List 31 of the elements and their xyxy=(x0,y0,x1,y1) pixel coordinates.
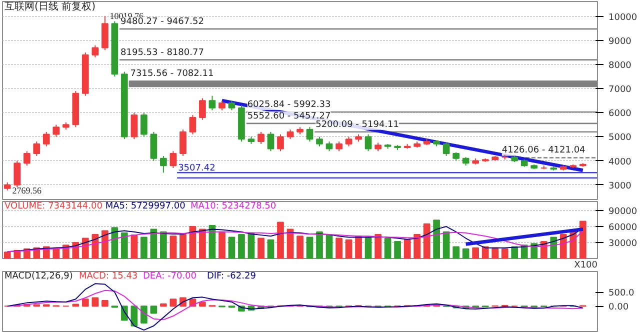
y-tick-label: 60000 xyxy=(608,223,638,234)
series-label: MACD: 15.43 xyxy=(79,272,138,282)
ref-line-label: 5200.09 - 5194.11 xyxy=(316,120,400,130)
y-tick-label: 5000 xyxy=(608,133,632,144)
y-tick-label: 3000 xyxy=(608,181,632,192)
ref-line-label: 3507.42 xyxy=(178,164,216,174)
chart-title: MACD(12,26,9) xyxy=(4,272,73,282)
text: VOLUME: 7343144.00 xyxy=(4,202,103,212)
annotation: 2769.56 xyxy=(12,185,42,196)
chart-title: 互联网(日线 前复权) xyxy=(4,0,96,12)
ref-line-label: 5552.60 - 5457.27 xyxy=(247,111,331,122)
y-tick-label: 30000 xyxy=(608,239,638,250)
y-tick-label: 7000 xyxy=(608,85,632,96)
y-tick-label: 8000 xyxy=(608,61,632,72)
series-label: DIF: -62.29 xyxy=(206,272,256,282)
y-tick-label: 9000 xyxy=(608,36,632,47)
ref-line-label: 9480.27 - 9467.52 xyxy=(120,16,204,27)
text: MA10: 5234278.50 xyxy=(190,202,276,212)
band-label: 7315.56 - 7082.11 xyxy=(130,69,214,79)
y-tick-label: 10000 xyxy=(608,12,638,23)
text: MA5: 5729997.00 xyxy=(105,202,186,212)
y-tick-label: 6000 xyxy=(608,109,632,120)
ref-line-label: 4126.06 - 4121.04 xyxy=(502,146,586,156)
y-tick-label: 4000 xyxy=(608,157,632,168)
y-tick-label: 0.00 xyxy=(608,302,629,313)
ref-line-label: 6025.84 - 5992.33 xyxy=(247,100,331,110)
text: DEA: -70.00 xyxy=(142,272,197,282)
text: X100 xyxy=(574,260,598,270)
y-tick-label: 90000 xyxy=(608,207,638,218)
ref-line-label: 8195.53 - 8180.77 xyxy=(120,48,204,58)
y-tick-label: 500.0 xyxy=(608,288,635,299)
